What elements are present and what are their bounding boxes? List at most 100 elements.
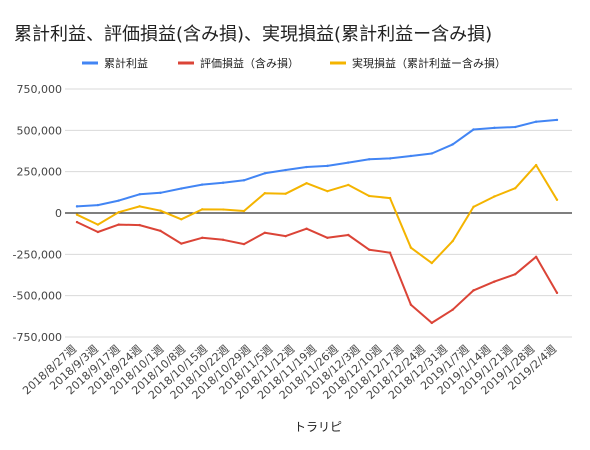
data-point — [284, 192, 287, 195]
data-point — [221, 238, 225, 241]
x-axis: 2018/8/27週2018/9/3週2018/9/17週2018/9/24週2… — [20, 343, 559, 402]
data-point — [75, 205, 79, 208]
series-3-line — [76, 164, 558, 265]
series-2-line — [76, 221, 558, 324]
data-point — [263, 231, 267, 235]
data-point — [493, 280, 496, 283]
data-point — [409, 303, 413, 306]
data-point — [75, 220, 79, 224]
data-point — [138, 193, 141, 196]
data-point — [263, 172, 267, 175]
data-point — [534, 120, 538, 123]
legend-item: 実現損益（累計利益ー含み損） — [330, 56, 506, 70]
data-point — [430, 152, 433, 155]
data-point — [347, 233, 350, 237]
legend-label: 累計利益 — [104, 56, 148, 70]
data-point — [326, 164, 329, 168]
data-point — [388, 157, 392, 160]
data-point — [180, 242, 183, 245]
data-point — [493, 195, 496, 198]
data-point — [96, 230, 100, 234]
data-point — [430, 321, 433, 325]
data-point — [96, 203, 100, 207]
data-point — [159, 191, 162, 195]
legend-label: 評価損益（含み損） — [200, 56, 299, 70]
series-group — [75, 118, 559, 325]
y-tick-label: 500,000 — [17, 124, 63, 137]
data-point — [409, 246, 413, 249]
data-point — [75, 213, 79, 216]
y-tick-label: -250,000 — [13, 248, 62, 261]
data-point — [263, 191, 267, 195]
series-1-line — [76, 118, 558, 208]
data-point — [451, 308, 454, 311]
grid — [65, 88, 572, 338]
data-point — [472, 205, 475, 209]
data-point — [388, 196, 392, 200]
y-axis: 750,000 500,000 250,000 0 -250,000 -500,000 -7… — [13, 83, 62, 344]
x-axis-label: トラリピ — [294, 420, 342, 434]
y-tick-label: -750,000 — [13, 331, 62, 344]
data-point — [388, 251, 392, 254]
data-point — [367, 248, 371, 251]
data-point — [326, 189, 329, 193]
data-point — [159, 229, 162, 233]
data-point — [180, 187, 183, 190]
data-point — [326, 236, 329, 239]
data-point — [347, 161, 350, 164]
data-point — [451, 143, 454, 146]
data-point — [242, 209, 246, 213]
y-tick-label: 750,000 — [17, 83, 63, 96]
data-point — [138, 205, 141, 208]
data-point — [201, 236, 204, 239]
series-2 — [75, 220, 559, 325]
data-point — [284, 234, 287, 238]
data-point — [430, 261, 433, 265]
legend-item: 累計利益 — [82, 56, 148, 70]
y-tick-label: -500,000 — [13, 290, 62, 303]
y-tick-label: 0 — [55, 207, 62, 220]
data-point — [534, 163, 538, 167]
data-point — [117, 223, 120, 226]
series-1 — [75, 118, 559, 208]
data-point — [472, 128, 475, 131]
data-point — [284, 168, 287, 172]
data-point — [534, 255, 538, 259]
data-point — [555, 118, 559, 122]
data-point — [472, 289, 475, 292]
data-point — [367, 194, 371, 198]
legend-item: 評価損益（含み損） — [178, 56, 299, 70]
data-point — [514, 272, 517, 276]
data-point — [493, 126, 496, 130]
chart-title: 累計利益、評価損益(含み損)、実現損益(累計利益ー含み損) — [14, 24, 492, 45]
data-point — [305, 182, 308, 185]
data-point — [555, 198, 559, 201]
legend: 累計利益 評価損益（含み損） 実現損益（累計利益ー含み損） — [82, 56, 506, 70]
data-point — [201, 208, 204, 211]
data-point — [138, 223, 141, 227]
data-point — [159, 209, 162, 212]
data-point — [409, 154, 413, 158]
data-point — [305, 165, 308, 169]
data-point — [117, 199, 120, 202]
data-point — [305, 227, 308, 230]
data-point — [117, 210, 120, 214]
data-point — [242, 179, 246, 182]
data-point — [451, 239, 454, 243]
data-point — [555, 291, 559, 295]
legend-label: 実現損益（累計利益ー含み損） — [352, 56, 506, 70]
data-point — [242, 242, 246, 246]
y-tick-label: 250,000 — [17, 166, 63, 179]
data-point — [221, 181, 225, 184]
data-point — [367, 158, 371, 161]
data-point — [221, 208, 225, 211]
data-point — [96, 223, 100, 226]
data-point — [514, 125, 517, 129]
data-point — [180, 218, 183, 221]
data-point — [347, 183, 350, 187]
series-3 — [75, 163, 559, 265]
data-point — [514, 187, 517, 190]
data-point — [201, 183, 204, 186]
